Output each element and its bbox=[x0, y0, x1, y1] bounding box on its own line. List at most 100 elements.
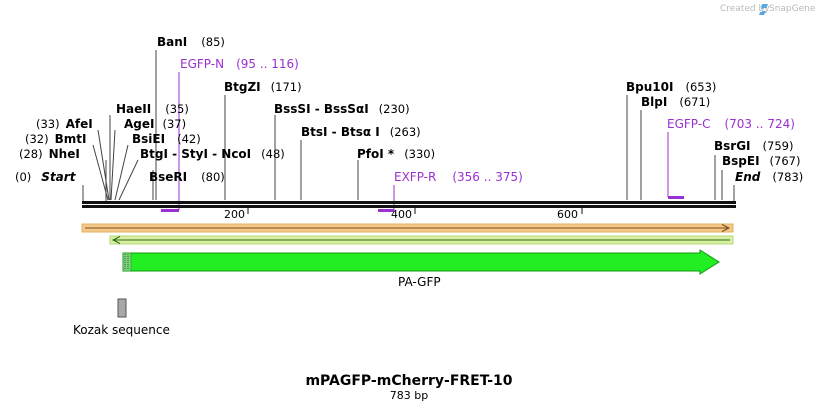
site-afei-name: AfeI bbox=[66, 117, 93, 131]
primer-exfp-r-name: EXFP-R bbox=[394, 170, 436, 184]
primer-egfp-n[interactable]: EGFP-N (95 .. 116) bbox=[180, 57, 299, 71]
site-bmti[interactable]: (32) BmtI bbox=[25, 132, 86, 146]
site-start-name: Start bbox=[41, 170, 76, 184]
site-bani-name: BanI bbox=[157, 35, 187, 49]
site-blpi-name: BlpI bbox=[641, 95, 667, 109]
site-bspei-name: BspEI bbox=[722, 154, 760, 168]
site-btgi-group[interactable]: BtgI - StyI - NcoI (48) bbox=[140, 147, 285, 161]
sequence-length: 783 bp bbox=[390, 389, 428, 402]
site-bsrgi-pos: (759) bbox=[763, 139, 794, 153]
site-bmti-name: BmtI bbox=[55, 132, 87, 146]
feature-kozak[interactable]: Kozak sequence bbox=[73, 298, 170, 337]
site-bsiei-pos: (42) bbox=[177, 132, 201, 146]
site-blpi[interactable]: BlpI (671) bbox=[641, 95, 710, 109]
site-bseri[interactable]: BseRI (80) bbox=[149, 170, 225, 184]
site-btgzi-name: BtgZI bbox=[224, 80, 261, 94]
site-end-name: End bbox=[735, 170, 761, 184]
site-bsssi[interactable]: BssSI - BssSαI (230) bbox=[274, 102, 410, 116]
sequence-title: mPAGFP-mCherry-FRET-10 bbox=[305, 373, 512, 389]
site-bsiei-name: BsiEI bbox=[132, 132, 165, 146]
tick-label-600: 600 bbox=[557, 208, 578, 221]
site-start[interactable]: (0) Start bbox=[15, 170, 77, 184]
primer-egfp-c-bar bbox=[668, 196, 684, 199]
site-bsiei[interactable]: BsiEI (42) bbox=[132, 132, 201, 146]
backbone-top-strand bbox=[82, 201, 736, 204]
watermark-brand: SnapGene bbox=[769, 4, 816, 14]
site-bpu10i-pos: (653) bbox=[685, 80, 716, 94]
site-labels: BanI (85) BtgZI (171) HaeII (35) BssSI - Bs… bbox=[15, 35, 803, 184]
stem-agei bbox=[110, 129, 116, 201]
site-btgzi-pos: (171) bbox=[271, 80, 302, 94]
orf-forward bbox=[81, 223, 734, 233]
orf-forward-arrowhead-icon bbox=[721, 224, 731, 232]
site-nhei-pos: (28) bbox=[19, 147, 43, 161]
site-nhei-name: NheI bbox=[49, 147, 80, 161]
primer-egfp-c-name: EGFP-C bbox=[667, 117, 710, 131]
site-bspei[interactable]: BspEI (767) bbox=[722, 154, 800, 168]
primer-exfp-r-bar bbox=[378, 209, 394, 212]
primer-exfp-r-range: (356 .. 375) bbox=[452, 170, 522, 184]
site-pfoi-name: PfoI * bbox=[357, 147, 395, 161]
site-btgi-group-name: BtgI - StyI - NcoI bbox=[140, 147, 251, 161]
site-bsrgi[interactable]: BsrGI (759) bbox=[714, 139, 793, 153]
site-bsssi-pos: (230) bbox=[379, 102, 410, 116]
site-pfoi[interactable]: PfoI * (330) bbox=[357, 147, 435, 161]
site-btgi-group-pos: (48) bbox=[261, 147, 285, 161]
site-agei[interactable]: AgeI (37) bbox=[124, 117, 186, 131]
backbone bbox=[82, 201, 736, 214]
pa-gfp-label: PA-GFP bbox=[398, 275, 441, 289]
kozak-label: Kozak sequence bbox=[73, 323, 170, 337]
site-end[interactable]: End (783) bbox=[735, 170, 803, 184]
tick-label-400: 400 bbox=[391, 208, 412, 221]
site-bseri-pos: (80) bbox=[201, 170, 225, 184]
primer-exfp-r[interactable]: EXFP-R (356 .. 375) bbox=[394, 170, 523, 184]
site-pfoi-pos: (330) bbox=[404, 147, 435, 161]
site-haeii[interactable]: HaeII (35) bbox=[116, 102, 189, 116]
pa-gfp-start-hatch bbox=[122, 252, 132, 272]
site-bani[interactable]: BanI (85) bbox=[157, 35, 225, 49]
stem-afei bbox=[97, 129, 110, 201]
primer-egfp-n-bar bbox=[161, 209, 179, 212]
stem-bsiei bbox=[114, 144, 129, 201]
site-afei-pos: (33) bbox=[36, 117, 60, 131]
primer-egfp-c[interactable]: EGFP-C (703 .. 724) bbox=[667, 117, 795, 131]
site-bpu10i-name: Bpu10I bbox=[626, 80, 673, 94]
site-end-pos: (783) bbox=[772, 170, 803, 184]
site-bani-pos: (85) bbox=[201, 35, 225, 49]
primer-marks bbox=[161, 72, 684, 212]
site-haeii-name: HaeII bbox=[116, 102, 151, 116]
primer-egfp-n-range: (95 .. 116) bbox=[236, 57, 299, 71]
site-haeii-pos: (35) bbox=[165, 102, 189, 116]
primer-egfp-n-name: EGFP-N bbox=[180, 57, 224, 71]
kozak-box[interactable] bbox=[117, 298, 127, 318]
site-bmti-pos: (32) bbox=[25, 132, 49, 146]
primer-labels: EGFP-N (95 .. 116) EXFP-R (356 .. 375) EGF… bbox=[180, 57, 795, 184]
site-agei-name: AgeI bbox=[124, 117, 154, 131]
backbone-bottom-strand bbox=[82, 205, 736, 208]
site-blpi-pos: (671) bbox=[679, 95, 710, 109]
site-bsrgi-name: BsrGI bbox=[714, 139, 751, 153]
site-bspei-pos: (767) bbox=[770, 154, 801, 168]
site-bsssi-name: BssSI - BssSαI bbox=[274, 102, 369, 116]
watermark-prefix: Created by bbox=[720, 4, 770, 14]
site-btsi-pos: (263) bbox=[390, 125, 421, 139]
feature-pa-gfp[interactable]: PA-GFP bbox=[122, 249, 720, 289]
site-nhei[interactable]: (28) NheI bbox=[19, 147, 80, 161]
site-bseri-name: BseRI bbox=[149, 170, 187, 184]
site-agei-pos: (37) bbox=[162, 117, 186, 131]
snapgene-watermark: Created by SnapGene bbox=[720, 4, 816, 15]
pa-gfp-arrow[interactable] bbox=[122, 249, 720, 275]
site-btgzi[interactable]: BtgZI (171) bbox=[224, 80, 302, 94]
site-btsi-name: BtsI - Btsα I bbox=[301, 125, 380, 139]
tick-label-200: 200 bbox=[224, 208, 245, 221]
site-stems bbox=[82, 50, 735, 203]
site-btsi[interactable]: BtsI - Btsα I (263) bbox=[301, 125, 421, 139]
stem-bmti bbox=[92, 144, 109, 201]
orf-reverse-arrowhead-icon bbox=[111, 236, 121, 244]
site-afei[interactable]: (33) AfeI bbox=[36, 117, 93, 131]
snapgene-logo-icon bbox=[759, 4, 768, 15]
site-bpu10i[interactable]: Bpu10I (653) bbox=[626, 80, 716, 94]
primer-egfp-c-range: (703 .. 724) bbox=[724, 117, 794, 131]
stem-btgi bbox=[118, 159, 139, 201]
